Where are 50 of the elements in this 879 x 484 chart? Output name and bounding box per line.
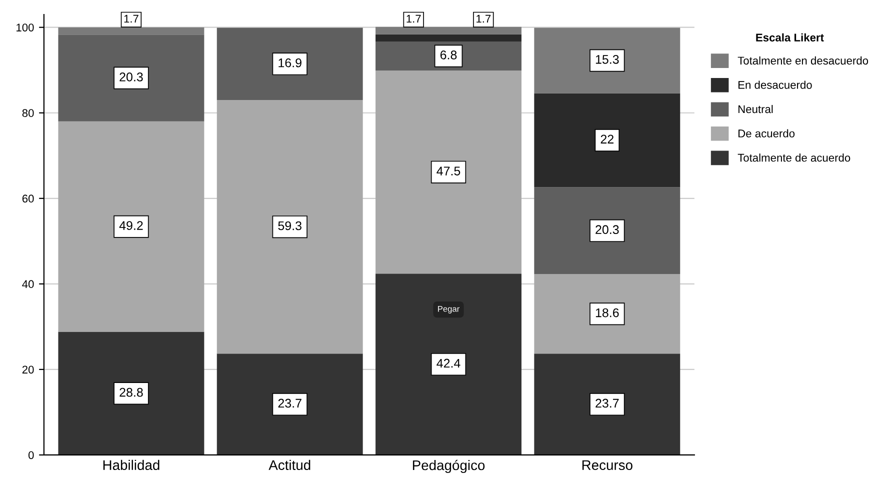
x-tick-label: Pedagógico xyxy=(412,460,485,473)
data-label: 22 xyxy=(600,134,614,144)
bar xyxy=(376,26,522,34)
legend-label: De acuerdo xyxy=(738,129,795,138)
bar xyxy=(376,70,522,274)
x-tick-label: Habilidad xyxy=(103,460,160,470)
data-label: 23.7 xyxy=(278,398,302,408)
data-label: 1.7 xyxy=(406,14,421,23)
data-label: 42.4 xyxy=(436,358,460,368)
bar xyxy=(534,93,680,188)
data-label: 6.8 xyxy=(440,50,457,60)
y-tick-label: 60 xyxy=(22,194,34,203)
bar xyxy=(58,34,204,122)
data-label: 1.7 xyxy=(124,14,138,23)
data-label: 28.8 xyxy=(120,388,143,397)
legend-label: Totalmente en desacuerdo xyxy=(738,56,868,65)
y-tick-label: 100 xyxy=(16,24,34,32)
data-label: 49.2 xyxy=(119,221,143,230)
bar xyxy=(534,274,680,354)
annotation: Pegar xyxy=(438,306,460,314)
bar xyxy=(58,332,204,455)
x-tick-label: Actitud xyxy=(268,460,310,470)
bar xyxy=(376,34,522,42)
data-label: 16.9 xyxy=(278,58,302,68)
legend-title: Escala Likert xyxy=(756,33,824,42)
bar xyxy=(216,354,363,455)
data-label: 15.3 xyxy=(596,54,619,64)
bar xyxy=(216,28,363,100)
legend-label: Neutral xyxy=(738,104,773,114)
data-label: 47.5 xyxy=(436,166,460,176)
bar xyxy=(376,274,522,455)
y-tick-label: 0 xyxy=(28,451,34,460)
legend-label: Totalmente de acuerdo xyxy=(738,154,850,162)
bar xyxy=(216,100,363,354)
data-label: 23.7 xyxy=(596,398,619,408)
bar xyxy=(534,28,680,94)
y-tick-label: 20 xyxy=(22,366,34,374)
y-tick-label: 40 xyxy=(22,280,34,288)
data-label: 18.6 xyxy=(596,308,619,318)
y-tick-label: 80 xyxy=(22,109,34,118)
data-label: 1.7 xyxy=(476,14,491,23)
data-label: 20.3 xyxy=(596,225,619,234)
data-label: 59.3 xyxy=(278,221,302,230)
data-label: 20.3 xyxy=(120,72,143,82)
bar xyxy=(58,27,204,35)
bar xyxy=(534,187,680,274)
bar xyxy=(534,354,680,455)
x-tick-label: Recurso xyxy=(582,460,632,470)
legend-label: En desacuerdo xyxy=(738,80,812,89)
bar xyxy=(58,121,204,332)
